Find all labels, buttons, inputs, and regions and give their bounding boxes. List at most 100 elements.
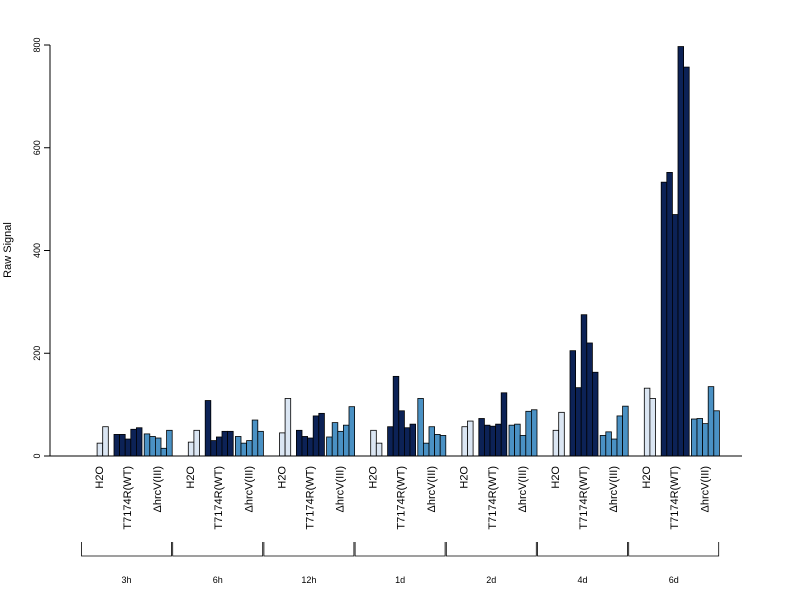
bar <box>702 423 709 457</box>
bar <box>514 423 521 457</box>
bar <box>467 420 474 457</box>
timepoint-bracket <box>354 542 446 557</box>
bar <box>660 181 668 457</box>
bar <box>696 418 703 457</box>
bar <box>531 409 538 457</box>
bar <box>143 433 151 457</box>
y-tick-label: 0 <box>32 453 42 458</box>
timepoint-bracket <box>172 542 264 557</box>
bar <box>558 411 565 457</box>
bar <box>130 428 137 457</box>
bar <box>251 419 259 457</box>
timepoint-label: 4d <box>577 575 587 585</box>
bar <box>439 435 447 457</box>
bar <box>666 172 673 457</box>
bar <box>337 430 344 457</box>
timepoint-label: 6d <box>669 575 679 585</box>
bar <box>677 46 684 457</box>
bar <box>672 214 679 457</box>
bar <box>495 423 502 457</box>
bar <box>257 430 264 457</box>
bar <box>422 442 430 457</box>
condition-label: T7174R(WT) <box>122 466 134 530</box>
bar <box>611 438 618 457</box>
bar <box>193 429 200 457</box>
timepoint-label: 6h <box>213 575 223 585</box>
condition-label: ΔhrcV(III) <box>426 466 438 512</box>
condition-label: ΔhrcV(III) <box>517 466 529 512</box>
bar <box>113 434 120 457</box>
bar <box>616 415 623 457</box>
bar <box>575 387 582 457</box>
bar <box>160 447 167 457</box>
condition-label: H2O <box>94 466 106 489</box>
bar <box>227 430 234 457</box>
bar <box>154 437 162 457</box>
timepoint-brackets: 3h 6h 12h 1d 2d 4d 6d <box>81 542 720 585</box>
bar <box>295 429 303 457</box>
condition-label: H2O <box>459 466 471 489</box>
bar <box>166 429 173 457</box>
bar <box>428 426 435 457</box>
timepoint-bracket <box>263 542 355 557</box>
bar <box>240 442 247 457</box>
bar <box>149 436 156 457</box>
condition-label: H2O <box>185 466 197 489</box>
condition-label: T7174R(WT) <box>578 466 590 530</box>
bar <box>398 410 405 457</box>
bar <box>318 412 325 457</box>
bar <box>301 436 308 457</box>
bar <box>461 426 468 457</box>
bar <box>326 436 333 457</box>
condition-label: T7174R(WT) <box>669 466 681 530</box>
bar <box>387 426 394 457</box>
bar <box>204 400 212 457</box>
bar <box>279 432 286 457</box>
bar <box>124 438 132 457</box>
bar <box>221 430 228 457</box>
bar <box>215 436 223 457</box>
condition-label: ΔhrcV(III) <box>608 466 620 512</box>
bar <box>403 427 411 457</box>
bar <box>409 423 416 457</box>
condition-label: H2O <box>276 466 288 489</box>
bar <box>478 418 485 457</box>
bar <box>649 398 656 457</box>
bar <box>119 434 126 457</box>
bar <box>135 427 143 457</box>
timepoint-label: 12h <box>301 575 316 585</box>
bar <box>569 350 576 457</box>
bar <box>312 415 320 457</box>
timepoint-bracket <box>81 542 172 557</box>
timepoint-bracket <box>628 542 720 557</box>
bar <box>508 424 515 457</box>
condition-label: ΔhrcV(III) <box>335 466 347 512</box>
y-axis: 0 200 400 600 800 <box>32 37 51 459</box>
y-tick-label: 400 <box>32 243 42 258</box>
bar <box>331 422 339 457</box>
bar <box>622 405 629 457</box>
bar <box>599 435 607 457</box>
bar <box>234 436 242 457</box>
bar <box>434 434 441 457</box>
condition-label: ΔhrcV(III) <box>152 466 164 512</box>
bar <box>370 429 377 457</box>
bar <box>605 431 612 457</box>
bar <box>643 387 651 457</box>
bar <box>210 440 217 457</box>
bar <box>96 442 104 457</box>
bar <box>102 426 109 457</box>
bar <box>586 342 593 457</box>
timepoint-bracket <box>445 542 537 557</box>
y-tick-label: 200 <box>32 346 42 361</box>
bar <box>489 425 496 457</box>
bar <box>713 410 720 457</box>
bar <box>683 66 690 457</box>
bar <box>417 398 424 457</box>
condition-label: T7174R(WT) <box>213 466 225 530</box>
bar <box>348 406 355 457</box>
bar <box>284 398 292 457</box>
bar <box>552 429 560 457</box>
bar <box>592 371 599 457</box>
